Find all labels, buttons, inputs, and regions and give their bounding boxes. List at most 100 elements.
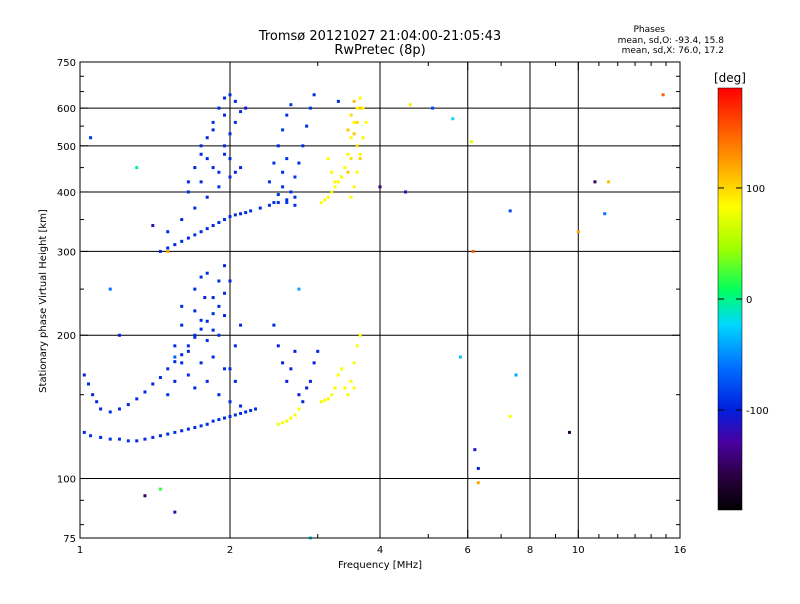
data-point bbox=[135, 397, 139, 401]
data-point bbox=[151, 435, 155, 439]
data-point bbox=[223, 218, 227, 222]
x-tick-label: 16 bbox=[674, 545, 687, 556]
data-point bbox=[126, 403, 130, 407]
data-point bbox=[281, 421, 285, 425]
y-axis-label: Stationary phase Virtual Height [km] bbox=[38, 209, 49, 393]
data-point bbox=[408, 103, 412, 107]
data-point bbox=[293, 413, 297, 417]
data-point bbox=[272, 201, 276, 205]
data-point bbox=[233, 99, 237, 103]
y-tick-label: 100 bbox=[57, 475, 76, 486]
data-point bbox=[289, 416, 293, 420]
data-point bbox=[285, 113, 289, 117]
data-point bbox=[228, 132, 232, 136]
colorbar-tick-label: 100 bbox=[746, 184, 765, 195]
data-point bbox=[336, 180, 340, 184]
data-point bbox=[233, 344, 237, 348]
y-tick-label: 75 bbox=[63, 534, 76, 545]
data-point bbox=[223, 416, 227, 420]
data-point bbox=[293, 203, 297, 207]
data-point bbox=[346, 128, 350, 132]
data-point bbox=[205, 319, 209, 323]
data-point bbox=[211, 166, 215, 170]
data-point bbox=[312, 93, 316, 97]
data-point bbox=[193, 287, 197, 291]
y-tick-label: 400 bbox=[57, 188, 76, 199]
data-point bbox=[297, 161, 301, 165]
data-point bbox=[476, 481, 480, 485]
data-point bbox=[249, 408, 253, 412]
data-point bbox=[193, 309, 197, 313]
data-point bbox=[239, 323, 243, 327]
data-point bbox=[223, 367, 227, 371]
data-point bbox=[281, 170, 285, 174]
data-point bbox=[211, 296, 215, 300]
data-point bbox=[166, 246, 170, 250]
data-point bbox=[305, 386, 309, 390]
data-point bbox=[352, 132, 356, 136]
data-point bbox=[126, 439, 130, 443]
data-point bbox=[312, 361, 316, 365]
data-point bbox=[186, 180, 190, 184]
data-point bbox=[217, 333, 221, 337]
data-point bbox=[352, 386, 356, 390]
data-point bbox=[180, 429, 184, 433]
data-point bbox=[173, 430, 177, 434]
data-point bbox=[361, 106, 365, 110]
data-point bbox=[508, 414, 512, 418]
data-point bbox=[151, 224, 155, 228]
data-point bbox=[258, 206, 262, 210]
data-point bbox=[151, 382, 155, 386]
data-point bbox=[180, 218, 184, 222]
data-point bbox=[514, 373, 518, 377]
x-tick-label: 2 bbox=[227, 545, 233, 556]
data-point bbox=[343, 166, 347, 170]
data-point bbox=[330, 170, 334, 174]
data-point bbox=[211, 419, 215, 423]
data-point bbox=[166, 393, 170, 397]
data-point bbox=[233, 120, 237, 124]
data-point bbox=[593, 180, 597, 184]
data-point bbox=[180, 361, 184, 365]
data-point bbox=[158, 434, 162, 438]
data-point bbox=[89, 434, 93, 438]
data-point bbox=[323, 398, 327, 402]
data-point bbox=[567, 430, 571, 434]
data-point bbox=[355, 170, 359, 174]
data-point bbox=[199, 144, 203, 148]
data-point bbox=[173, 355, 177, 359]
data-point bbox=[333, 185, 337, 189]
data-point bbox=[378, 185, 382, 189]
data-point bbox=[86, 382, 90, 386]
data-point bbox=[239, 110, 243, 114]
data-point bbox=[193, 333, 197, 337]
data-point bbox=[244, 106, 248, 110]
data-point bbox=[193, 386, 197, 390]
data-point bbox=[358, 96, 362, 100]
data-point bbox=[355, 344, 359, 348]
data-point bbox=[205, 338, 209, 342]
data-point bbox=[205, 271, 209, 275]
data-point bbox=[281, 185, 285, 189]
data-point bbox=[272, 323, 276, 327]
y-tick-label: 750 bbox=[57, 58, 76, 69]
data-point bbox=[211, 355, 215, 359]
chart-title-line1: Tromsø 20121027 21:04:00-21:05:43 bbox=[258, 29, 501, 44]
data-point bbox=[301, 400, 305, 404]
data-point bbox=[217, 304, 221, 308]
data-point bbox=[199, 152, 203, 156]
data-point bbox=[217, 221, 221, 225]
data-point bbox=[352, 361, 356, 365]
data-point bbox=[186, 236, 190, 240]
data-point bbox=[333, 180, 337, 184]
data-point bbox=[319, 400, 323, 404]
data-point bbox=[285, 419, 289, 423]
data-point bbox=[471, 249, 475, 253]
data-point bbox=[99, 435, 103, 439]
data-point bbox=[276, 144, 280, 148]
y-tick-label: 300 bbox=[57, 247, 76, 258]
data-point bbox=[199, 180, 203, 184]
data-point bbox=[173, 243, 177, 247]
data-point bbox=[108, 410, 112, 414]
